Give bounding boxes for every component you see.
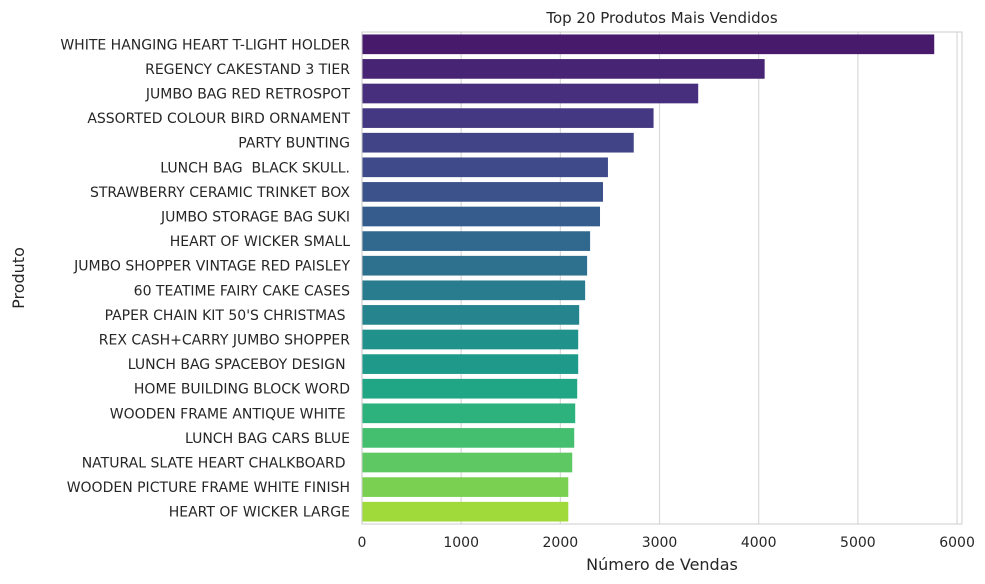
category-label: WOODEN PICTURE FRAME WHITE FINISH (67, 480, 350, 496)
x-tick-label: 1000 (443, 535, 479, 551)
category-label: REX CASH+CARRY JUMBO SHOPPER (99, 333, 350, 349)
bar (362, 83, 699, 104)
x-tick-label: 3000 (642, 535, 678, 551)
bar (362, 477, 569, 497)
x-tick-labels: 0 1000 2000 3000 4000 5000 6000 (358, 535, 975, 551)
bar (362, 378, 578, 399)
bar (362, 132, 634, 153)
category-label: STRAWBERRY CERAMIC TRINKET BOX (90, 185, 350, 201)
x-tick-label: 0 (358, 535, 367, 551)
category-label: REGENCY CAKESTAND 3 TIER (145, 62, 350, 78)
bar (362, 255, 588, 276)
category-label: PAPER CHAIN KIT 50'S CHRISTMAS (105, 308, 350, 324)
category-label: PARTY BUNTING (238, 136, 350, 152)
x-tick-label: 6000 (939, 535, 975, 551)
chart-title: Top 20 Produtos Mais Vendidos (545, 9, 778, 27)
bar (362, 157, 608, 178)
bars (362, 34, 935, 522)
bar (362, 206, 601, 227)
gridlines (361, 32, 958, 524)
category-label: JUMBO SHOPPER VINTAGE RED PAISLEY (73, 259, 350, 275)
category-label: 60 TEATIME FAIRY CAKE CASES (134, 283, 350, 299)
category-label: HOME BUILDING BLOCK WORD (134, 382, 350, 398)
bar (362, 182, 603, 202)
category-label: WHITE HANGING HEART T-LIGHT HOLDER (60, 37, 350, 53)
x-tick-label: 5000 (840, 535, 876, 551)
bar (362, 501, 569, 522)
x-tick-label: 2000 (543, 535, 579, 551)
plot-frame (361, 31, 963, 525)
bar (362, 59, 765, 79)
category-label: LUNCH BAG BLACK SKULL. (160, 160, 350, 176)
category-label: NATURAL SLATE HEART CHALKBOARD (82, 456, 350, 472)
bar (362, 280, 586, 301)
category-label: HEART OF WICKER SMALL (170, 234, 350, 250)
bar (362, 452, 573, 473)
x-tick-label: 4000 (741, 535, 777, 551)
bar (362, 231, 591, 251)
bar (362, 403, 576, 424)
bar (362, 34, 935, 55)
category-label: LUNCH BAG CARS BLUE (185, 431, 350, 447)
category-label: LUNCH BAG SPACEBOY DESIGN (128, 357, 350, 373)
category-label: ASSORTED COLOUR BIRD ORNAMENT (87, 111, 350, 127)
category-label: JUMBO BAG RED RETROSPOT (145, 87, 351, 103)
bar (362, 329, 579, 350)
bar (362, 428, 575, 448)
bar (362, 354, 579, 374)
category-labels: WHITE HANGING HEART T-LIGHT HOLDER REGENC… (60, 37, 350, 520)
category-label: WOODEN FRAME ANTIQUE WHITE (110, 406, 350, 422)
x-axis-title: Número de Vendas (586, 555, 738, 574)
category-label: JUMBO STORAGE BAG SUKI (160, 210, 350, 226)
bar (362, 108, 654, 128)
category-label: HEART OF WICKER LARGE (169, 505, 350, 521)
bar (362, 305, 580, 325)
y-axis-title: Produto (9, 247, 28, 309)
